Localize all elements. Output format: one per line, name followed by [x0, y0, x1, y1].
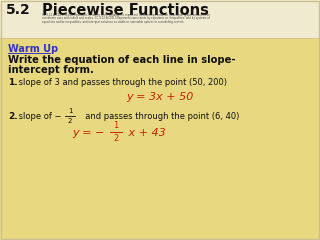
Text: y = 3x + 50: y = 3x + 50	[126, 92, 194, 102]
Text: intercept form.: intercept form.	[8, 65, 94, 75]
Text: CC.9-12.A-CED.2 Create equations in two or more variables to represent relations: CC.9-12.A-CED.2 Create equations in two …	[42, 13, 210, 17]
Text: 1: 1	[113, 121, 119, 130]
Text: Write the equation of each line in slope-: Write the equation of each line in slope…	[8, 55, 236, 65]
Text: 2.: 2.	[8, 112, 18, 121]
FancyBboxPatch shape	[0, 0, 320, 38]
Text: x + 43: x + 43	[125, 128, 166, 138]
Text: Piecewise Functions: Piecewise Functions	[42, 3, 209, 18]
Text: coordinate axes with labels and scales. CC.9-12.A.CED.3 Represent constraints by: coordinate axes with labels and scales. …	[42, 17, 210, 20]
Text: 2: 2	[68, 118, 72, 124]
Text: Warm Up: Warm Up	[8, 44, 58, 54]
Text: y = −: y = −	[72, 128, 108, 138]
Text: and passes through the point (6, 40): and passes through the point (6, 40)	[80, 112, 239, 121]
Text: 2: 2	[113, 134, 119, 143]
Text: 1: 1	[68, 108, 72, 114]
Text: slope of −: slope of −	[16, 112, 61, 121]
Text: slope of 3 and passes through the point (50, 200): slope of 3 and passes through the point …	[16, 78, 227, 87]
Text: 5.2: 5.2	[6, 3, 31, 17]
Text: 1.: 1.	[8, 78, 18, 87]
Text: equations and/or inequalities, and interpret solutions as viable or nonviable op: equations and/or inequalities, and inter…	[42, 20, 184, 24]
